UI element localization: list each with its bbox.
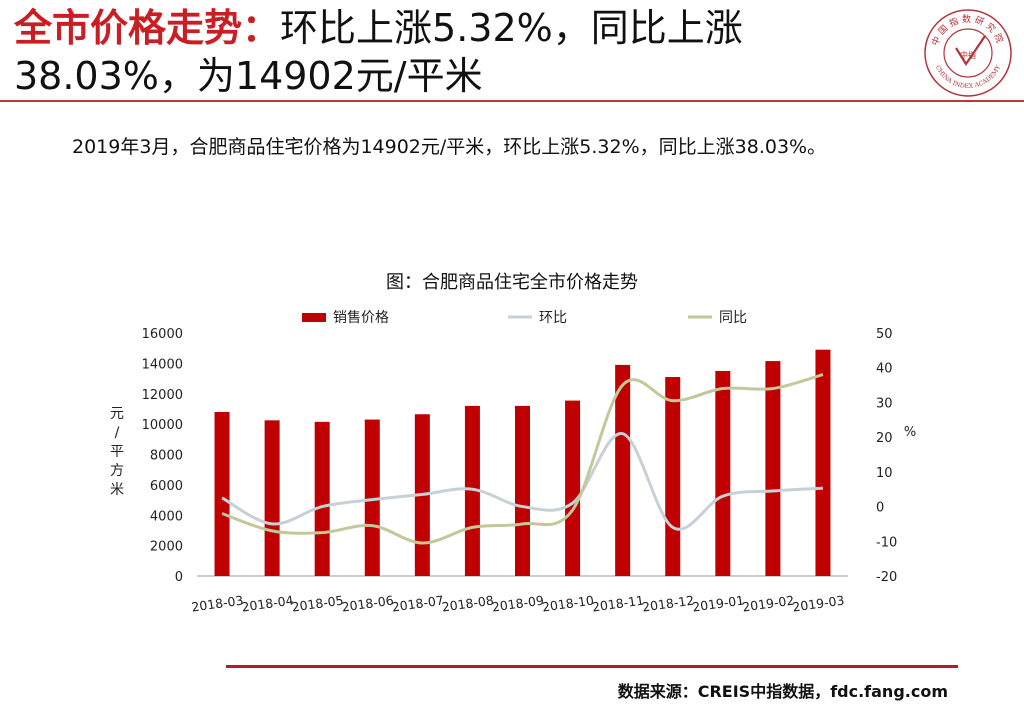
x-tick-label: 2018-09	[491, 592, 545, 614]
title-line2: 38.03%，为14902元/平米	[14, 54, 483, 98]
y-left-tick-label: 4000	[150, 509, 183, 524]
y-left-axis-label: 方	[110, 463, 124, 479]
bar-2019-01	[715, 370, 731, 576]
y-left-tick-label: 14000	[142, 357, 183, 372]
x-tick-label: 2019-02	[741, 592, 795, 614]
x-tick-label: 2018-06	[341, 592, 395, 614]
y-left-tick-label: 10000	[142, 418, 183, 433]
title-highlight: 全市价格走势：	[14, 6, 281, 50]
legend-label-yoy: 同比	[719, 310, 747, 326]
y-left-axis-label: /	[115, 425, 120, 441]
y-right-tick-label: 20	[876, 431, 893, 446]
bar-2018-05	[314, 421, 330, 576]
data-source: 数据来源：CREIS中指数据，fdc.fang.com	[617, 682, 948, 701]
x-tick-label: 2018-11	[591, 592, 645, 614]
legend-swatch-price	[302, 313, 326, 322]
chart-title: 图：合肥商品住宅全市价格走势	[386, 272, 638, 293]
x-tick-label: 2018-05	[291, 592, 345, 614]
logo-text-center: 中指	[960, 50, 976, 60]
y-right-tick-label: 10	[876, 466, 893, 481]
x-tick-label: 2018-12	[641, 592, 695, 614]
y-left-tick-label: 16000	[142, 327, 183, 342]
x-tick-label: 2018-10	[541, 592, 595, 614]
bar-2018-08	[464, 405, 480, 576]
footer-divider	[226, 665, 958, 668]
title-divider	[0, 100, 1024, 102]
bar-2019-03	[815, 349, 831, 576]
x-tick-label: 2019-01	[691, 592, 745, 614]
y-left-tick-label: 0	[175, 570, 183, 585]
y-left-tick-label: 8000	[150, 449, 183, 464]
bar-2018-03	[214, 411, 230, 576]
y-right-tick-label: 30	[876, 396, 893, 411]
y-left-axis-label: 元	[110, 406, 124, 422]
y-left-axis-label: 米	[110, 482, 124, 498]
bar-2018-04	[264, 420, 280, 576]
logo-check-mark	[955, 35, 986, 67]
x-tick-label: 2018-07	[391, 592, 445, 614]
bar-2018-06	[364, 419, 380, 576]
x-tick-label: 2018-03	[191, 592, 245, 614]
title-rest-line1: 环比上涨5.32%，同比上涨	[280, 6, 743, 50]
y-right-axis-label: %	[904, 425, 916, 440]
china-index-academy-logo: 中国指数研究院 CHINA INDEX ACADEMY 中指	[924, 9, 1012, 97]
x-tick-label: 2018-08	[441, 592, 495, 614]
legend-label-price: 销售价格	[333, 310, 389, 326]
page-title: 全市价格走势：环比上涨5.32%，同比上涨 38.03%，为14902元/平米	[14, 4, 894, 100]
y-right-tick-label: 0	[876, 501, 884, 516]
x-tick-label: 2018-04	[241, 592, 295, 614]
legend-label-mom: 环比	[539, 310, 567, 326]
bar-2018-10	[565, 400, 581, 576]
line-series-mom	[221, 432, 824, 531]
x-tick-label: 2019-03	[791, 592, 845, 614]
y-left-axis-label: 平	[110, 444, 124, 460]
y-right-tick-label: -20	[876, 570, 897, 585]
y-left-tick-label: 6000	[150, 479, 183, 494]
y-left-tick-label: 2000	[150, 540, 183, 555]
y-right-tick-label: -10	[876, 535, 897, 550]
y-left-tick-label: 12000	[142, 388, 183, 403]
y-right-tick-label: 50	[876, 327, 893, 342]
bar-2018-11	[615, 364, 631, 576]
bar-2018-09	[515, 405, 530, 576]
bar-2019-02	[765, 361, 781, 576]
y-right-tick-label: 40	[876, 362, 893, 377]
bar-2018-12	[665, 377, 681, 576]
summary-text: 2019年3月，合肥商品住宅价格为14902元/平米，环比上涨5.32%，同比上…	[72, 136, 827, 158]
